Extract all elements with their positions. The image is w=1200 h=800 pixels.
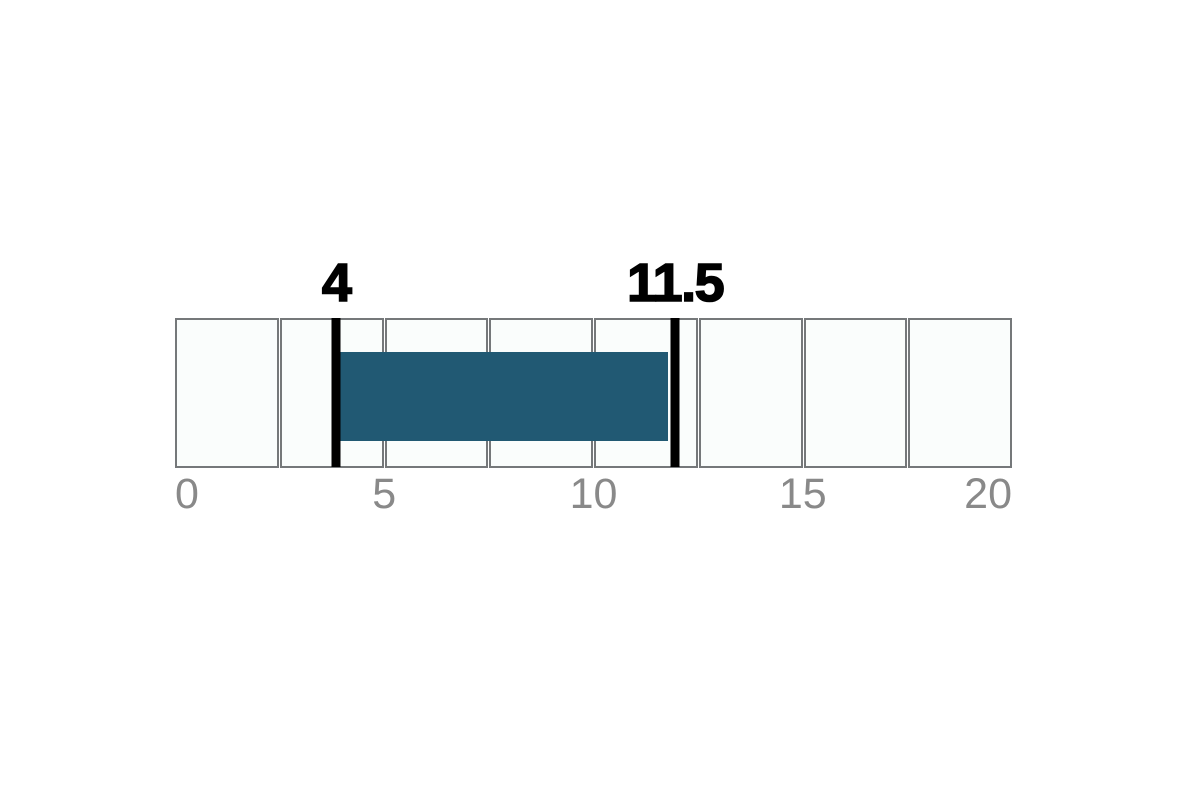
number-line-cell [698, 318, 803, 468]
axis-tick-label-5: 5 [372, 470, 397, 518]
range-start-handle[interactable] [331, 318, 341, 467]
axis-tick-label-0: 0 [175, 470, 199, 518]
axis-tick-labels: 0 5 10 15 20 [175, 473, 1012, 523]
axis-tick-label-10: 10 [569, 470, 618, 518]
number-line-cell [803, 318, 908, 468]
range-end-value-label: 11.5 [626, 253, 725, 313]
range-start-value-label: 4 [321, 253, 353, 313]
range-bar [336, 352, 669, 441]
range-end-handle[interactable] [670, 318, 680, 467]
number-line-cell [908, 318, 1012, 468]
number-line-track: 4 11.5 0 5 10 15 20 [175, 255, 1012, 516]
axis-tick-label-15: 15 [778, 470, 827, 518]
number-line-cell [175, 318, 279, 468]
axis-tick-label-20: 20 [964, 470, 1012, 518]
